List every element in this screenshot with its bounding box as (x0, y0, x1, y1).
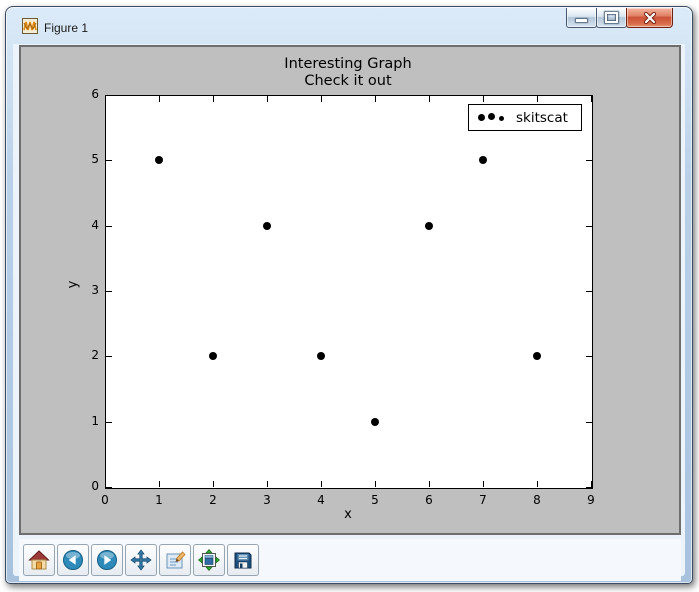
x-tick-label: 4 (317, 493, 325, 507)
scatter-point (155, 156, 163, 165)
x-tick-mark (267, 96, 268, 102)
pan-button[interactable] (125, 544, 157, 576)
y-tick-mark (106, 356, 112, 358)
back-arrow-icon (63, 550, 83, 570)
x-tick-label: 8 (533, 493, 541, 507)
x-tick-mark (429, 481, 430, 487)
x-tick-mark (537, 481, 538, 487)
back-button[interactable] (57, 544, 89, 576)
minimize-button[interactable] (566, 8, 597, 28)
y-tick-mark (106, 95, 112, 96)
maximize-button[interactable] (596, 8, 627, 28)
chart-title: Interesting Graph Check it out (198, 56, 498, 90)
x-tick-label: 1 (155, 493, 163, 507)
x-tick-mark (537, 96, 538, 102)
y-tick-mark (586, 291, 592, 292)
plot-area[interactable] (105, 95, 593, 489)
x-tick-mark (159, 481, 160, 487)
x-tick-mark (483, 96, 484, 102)
zoom-rect-icon (166, 551, 186, 569)
forward-button[interactable] (91, 544, 123, 576)
x-tick-label: 2 (209, 493, 217, 507)
x-tick-label: 9 (587, 493, 595, 507)
figure-window: Figure 1 Interesting Gra (5, 6, 693, 584)
scatter-point (479, 156, 487, 165)
y-tick-mark (106, 225, 112, 227)
matplotlib-window-icon (22, 18, 38, 34)
x-tick-mark (429, 96, 430, 102)
chart-title-line1: Interesting Graph (284, 56, 412, 72)
configure-subplots-button[interactable] (193, 544, 225, 576)
window-title: Figure 1 (44, 21, 89, 35)
y-tick-mark (586, 356, 592, 358)
x-tick-label: 7 (479, 493, 487, 507)
x-tick-mark (375, 481, 376, 487)
legend-marker-dot (488, 112, 495, 120)
x-tick-mark (375, 96, 376, 102)
figure-canvas[interactable]: Interesting Graph Check it out 0 1 2 3 4 5 6 7 8… (19, 45, 681, 535)
x-axis-label: x (344, 507, 352, 522)
y-tick-mark (106, 421, 112, 423)
x-tick-mark (267, 481, 268, 487)
x-tick-label: 5 (371, 493, 379, 507)
x-tick-label: 6 (425, 493, 433, 507)
navigation-toolbar (19, 539, 681, 581)
y-tick-mark (106, 291, 112, 292)
scatter-point (425, 221, 433, 230)
y-tick-mark (586, 95, 592, 96)
y-tick-mark (586, 487, 592, 488)
x-tick-mark (591, 96, 592, 102)
close-icon (643, 11, 656, 24)
minimize-icon (576, 19, 587, 22)
forward-arrow-icon (97, 550, 117, 570)
x-tick-mark (591, 481, 592, 487)
x-tick-mark (213, 96, 214, 102)
scatter-point (371, 417, 379, 426)
y-tick-mark (586, 225, 592, 227)
y-tick-label: 3 (91, 283, 99, 297)
y-tick-mark (586, 421, 592, 423)
close-button[interactable] (626, 8, 673, 28)
legend-marker-dot (499, 116, 504, 121)
zoom-to-rect-button[interactable] (159, 544, 191, 576)
maximize-icon (605, 12, 618, 23)
x-tick-mark (105, 96, 106, 102)
y-axis-label: y (65, 280, 81, 289)
y-tick-label: 5 (91, 152, 99, 167)
home-icon (28, 550, 50, 570)
y-tick-mark (586, 160, 592, 162)
x-tick-label: 0 (101, 493, 109, 507)
legend: skitscat (468, 104, 582, 131)
titlebar[interactable]: Figure 1 (6, 7, 692, 44)
y-tick-label: 0 (91, 479, 99, 493)
x-tick-mark (159, 96, 160, 102)
scatter-point (209, 352, 217, 361)
chart-title-line2: Check it out (304, 73, 392, 89)
scatter-point (263, 221, 271, 230)
x-tick-mark (321, 481, 322, 487)
scatter-point (533, 352, 541, 361)
x-tick-label: 3 (263, 493, 271, 507)
x-tick-mark (105, 481, 106, 487)
x-tick-mark (483, 481, 484, 487)
y-tick-mark (106, 487, 112, 488)
window-client-area: Interesting Graph Check it out 0 1 2 3 4 5 6 7 8… (13, 44, 685, 581)
y-tick-label: 4 (91, 217, 99, 232)
pan-arrows-icon (130, 549, 152, 571)
legend-marker-dot (478, 114, 485, 121)
y-tick-label: 6 (91, 87, 99, 101)
y-tick-mark (106, 160, 112, 162)
home-button[interactable] (23, 544, 55, 576)
x-tick-mark (213, 481, 214, 487)
y-tick-label: 1 (91, 413, 99, 428)
y-tick-label: 2 (91, 348, 99, 363)
save-floppy-icon (234, 552, 252, 569)
x-tick-mark (321, 96, 322, 102)
scatter-point (317, 352, 325, 361)
subplots-icon (198, 549, 220, 571)
window-controls (566, 8, 673, 28)
save-button[interactable] (227, 544, 259, 576)
legend-label: skitscat (516, 109, 568, 126)
